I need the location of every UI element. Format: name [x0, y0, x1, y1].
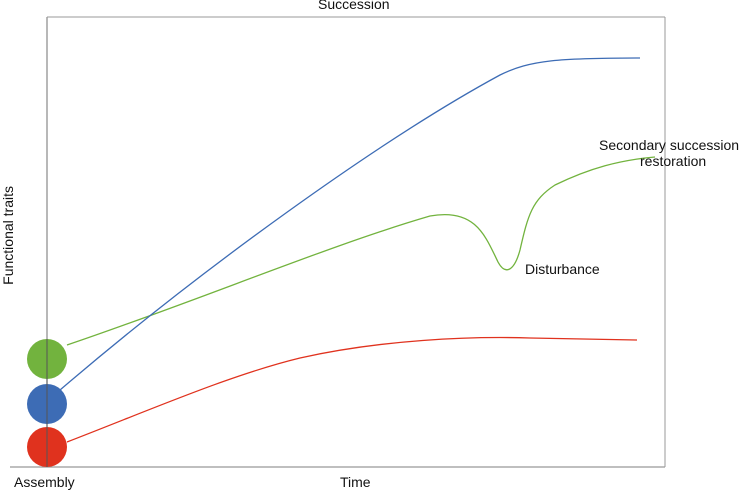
origin-label: Assembly — [14, 474, 75, 490]
blue-trajectory — [59, 57, 641, 391]
restoration-label: restoration — [640, 153, 707, 169]
disturbance-label: Disturbance — [525, 261, 600, 277]
secondary-succession-label: Secondary succession — [599, 137, 740, 153]
x-axis-label: Time — [340, 474, 371, 490]
green-trajectory — [66, 156, 656, 346]
red-trajectory — [66, 336, 638, 443]
diagram-title: Succession — [318, 0, 390, 12]
y-axis-label: Functional traits — [0, 186, 16, 285]
